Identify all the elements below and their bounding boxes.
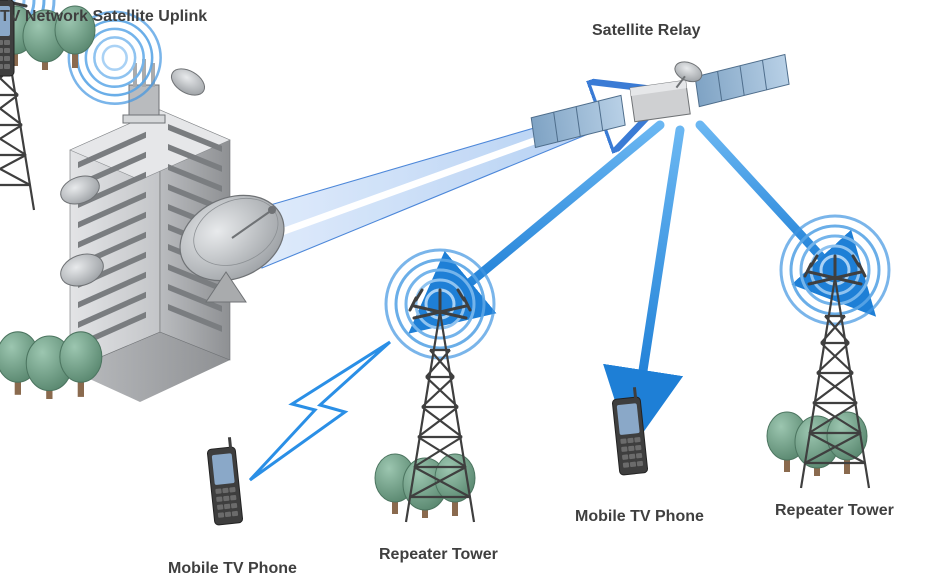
label-satellite: Satellite Relay — [592, 22, 701, 40]
mobile-phone-2 — [611, 387, 648, 475]
signal-bolt — [250, 342, 390, 480]
trees-building — [0, 332, 102, 399]
label-phone2: Mobile TV Phone — [575, 508, 704, 526]
label-phone1: Mobile TV Phone — [168, 560, 297, 578]
mobile-phone-1 — [206, 437, 243, 525]
diagram-canvas — [0, 0, 949, 587]
label-tower1: Repeater Tower — [379, 546, 498, 564]
label-uplink: TV Network Satellite Uplink — [0, 8, 207, 26]
label-tower2: Repeater Tower — [775, 502, 894, 520]
trees-tower2 — [767, 412, 867, 476]
satellite — [526, 43, 793, 147]
